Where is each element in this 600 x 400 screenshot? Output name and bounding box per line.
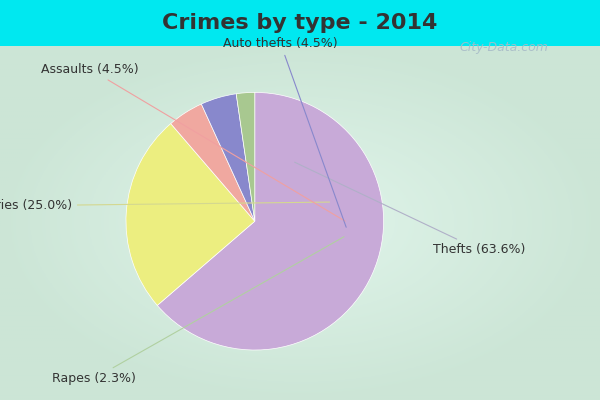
Text: Thefts (63.6%): Thefts (63.6%) — [295, 162, 525, 256]
Text: Auto thefts (4.5%): Auto thefts (4.5%) — [223, 37, 346, 227]
Text: Rapes (2.3%): Rapes (2.3%) — [52, 237, 344, 385]
Wedge shape — [171, 104, 255, 221]
Wedge shape — [202, 94, 255, 221]
Text: Assaults (4.5%): Assaults (4.5%) — [41, 63, 345, 221]
Wedge shape — [236, 92, 255, 221]
Text: Burglaries (25.0%): Burglaries (25.0%) — [0, 199, 329, 212]
Wedge shape — [126, 124, 255, 306]
Text: City-Data.com: City-Data.com — [460, 42, 548, 54]
Wedge shape — [157, 92, 383, 350]
Text: Crimes by type - 2014: Crimes by type - 2014 — [163, 13, 437, 33]
